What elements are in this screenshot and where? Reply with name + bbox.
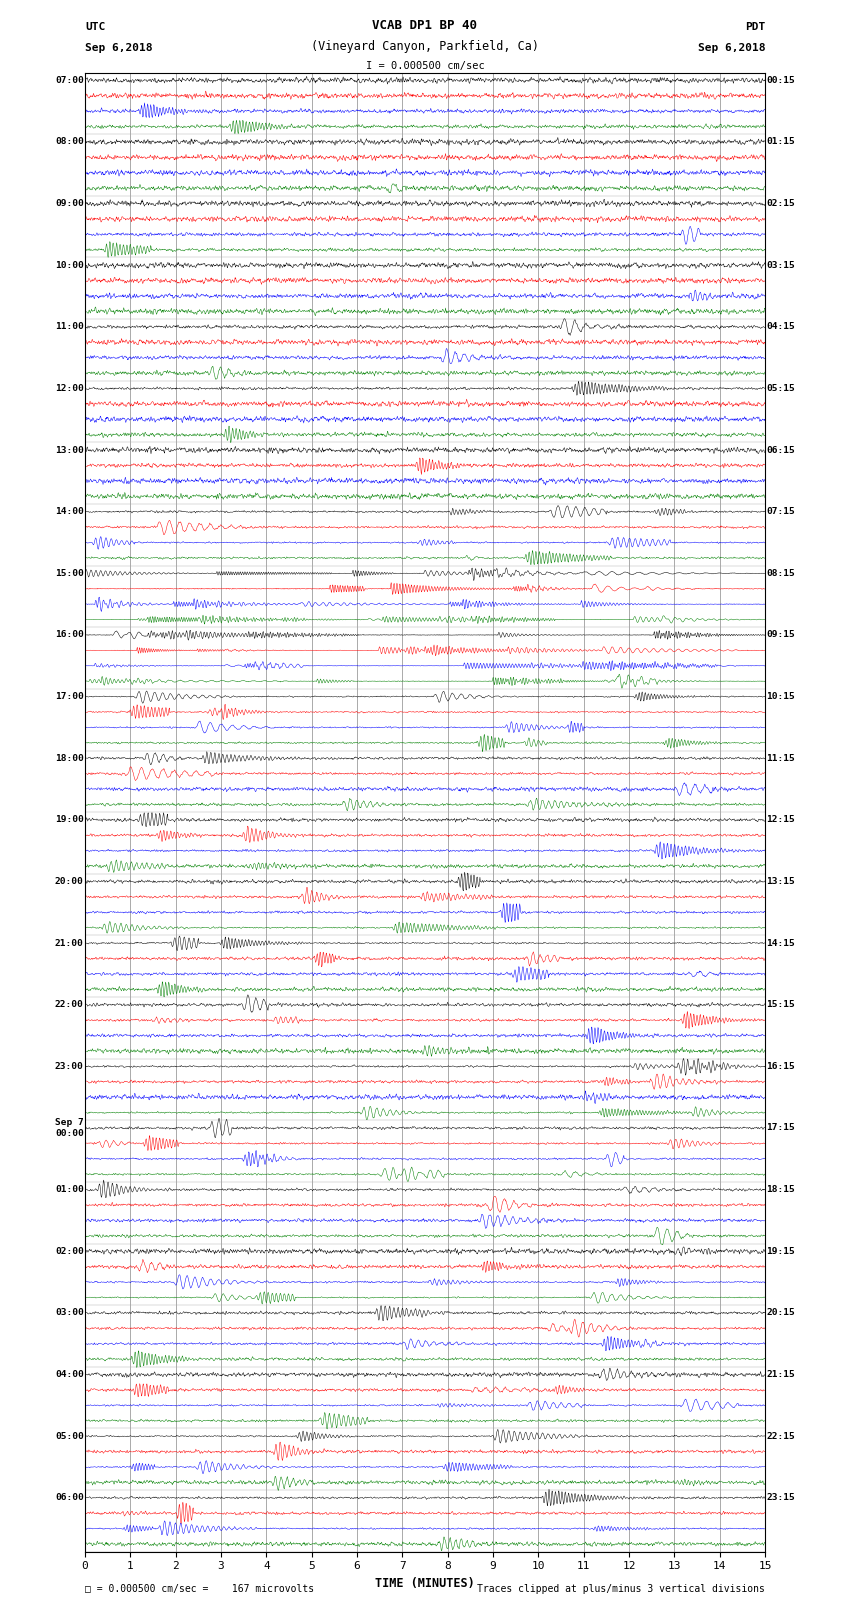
Text: 23:15: 23:15: [767, 1494, 795, 1502]
Text: 03:15: 03:15: [767, 261, 795, 269]
Text: 17:15: 17:15: [767, 1124, 795, 1132]
Text: 18:15: 18:15: [767, 1186, 795, 1194]
Text: 14:15: 14:15: [767, 939, 795, 947]
Text: 15:15: 15:15: [767, 1000, 795, 1010]
Text: PDT: PDT: [745, 23, 765, 32]
Text: 08:15: 08:15: [767, 569, 795, 577]
Text: 14:00: 14:00: [55, 506, 83, 516]
Text: 06:15: 06:15: [767, 445, 795, 455]
Text: 23:00: 23:00: [55, 1061, 83, 1071]
Text: 04:00: 04:00: [55, 1369, 83, 1379]
Text: 13:15: 13:15: [767, 877, 795, 886]
Text: 09:00: 09:00: [55, 198, 83, 208]
Text: Sep 7
00:00: Sep 7 00:00: [55, 1118, 83, 1137]
Text: 07:15: 07:15: [767, 506, 795, 516]
X-axis label: TIME (MINUTES): TIME (MINUTES): [375, 1578, 475, 1590]
Text: 12:00: 12:00: [55, 384, 83, 394]
Text: I = 0.000500 cm/sec: I = 0.000500 cm/sec: [366, 61, 484, 71]
Text: 18:00: 18:00: [55, 753, 83, 763]
Text: 02:00: 02:00: [55, 1247, 83, 1257]
Text: 20:00: 20:00: [55, 877, 83, 886]
Text: (Vineyard Canyon, Parkfield, Ca): (Vineyard Canyon, Parkfield, Ca): [311, 40, 539, 53]
Text: 21:00: 21:00: [55, 939, 83, 947]
Text: 04:15: 04:15: [767, 323, 795, 331]
Text: VCAB DP1 BP 40: VCAB DP1 BP 40: [372, 19, 478, 32]
Text: 19:15: 19:15: [767, 1247, 795, 1257]
Text: 15:00: 15:00: [55, 569, 83, 577]
Text: 03:00: 03:00: [55, 1308, 83, 1318]
Text: 20:15: 20:15: [767, 1308, 795, 1318]
Text: 10:15: 10:15: [767, 692, 795, 702]
Text: 05:00: 05:00: [55, 1432, 83, 1440]
Text: 11:15: 11:15: [767, 753, 795, 763]
Text: 10:00: 10:00: [55, 261, 83, 269]
Text: UTC: UTC: [85, 23, 105, 32]
Text: 19:00: 19:00: [55, 815, 83, 824]
Text: 07:00: 07:00: [55, 76, 83, 85]
Text: 12:15: 12:15: [767, 815, 795, 824]
Text: Sep 6,2018: Sep 6,2018: [85, 44, 152, 53]
Text: 02:15: 02:15: [767, 198, 795, 208]
Text: 11:00: 11:00: [55, 323, 83, 331]
Text: 00:15: 00:15: [767, 76, 795, 85]
Text: 22:15: 22:15: [767, 1432, 795, 1440]
Text: □ = 0.000500 cm/sec =    167 microvolts: □ = 0.000500 cm/sec = 167 microvolts: [85, 1584, 314, 1594]
Text: 22:00: 22:00: [55, 1000, 83, 1010]
Text: 21:15: 21:15: [767, 1369, 795, 1379]
Text: 09:15: 09:15: [767, 631, 795, 639]
Text: 06:00: 06:00: [55, 1494, 83, 1502]
Text: 16:15: 16:15: [767, 1061, 795, 1071]
Text: 17:00: 17:00: [55, 692, 83, 702]
Text: 08:00: 08:00: [55, 137, 83, 147]
Text: 16:00: 16:00: [55, 631, 83, 639]
Text: 01:15: 01:15: [767, 137, 795, 147]
Text: 01:00: 01:00: [55, 1186, 83, 1194]
Text: Sep 6,2018: Sep 6,2018: [698, 44, 765, 53]
Text: 13:00: 13:00: [55, 445, 83, 455]
Text: 05:15: 05:15: [767, 384, 795, 394]
Text: Traces clipped at plus/minus 3 vertical divisions: Traces clipped at plus/minus 3 vertical …: [477, 1584, 765, 1594]
